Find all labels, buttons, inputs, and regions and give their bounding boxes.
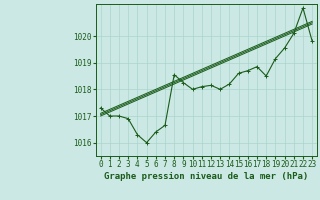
X-axis label: Graphe pression niveau de la mer (hPa): Graphe pression niveau de la mer (hPa) [104,172,308,181]
